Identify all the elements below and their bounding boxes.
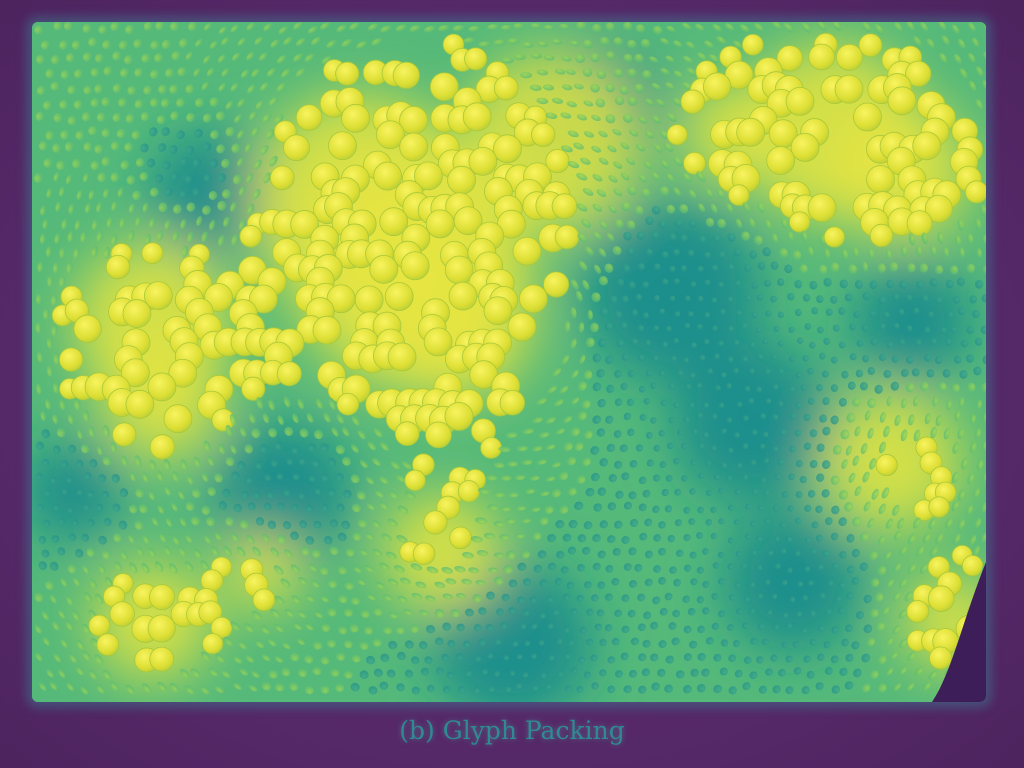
glyph-layer [33, 22, 986, 695]
corner-shadow [932, 562, 986, 702]
glyph-packing-image [32, 22, 986, 702]
figure-caption: (b) Glyph Packing [399, 716, 625, 745]
